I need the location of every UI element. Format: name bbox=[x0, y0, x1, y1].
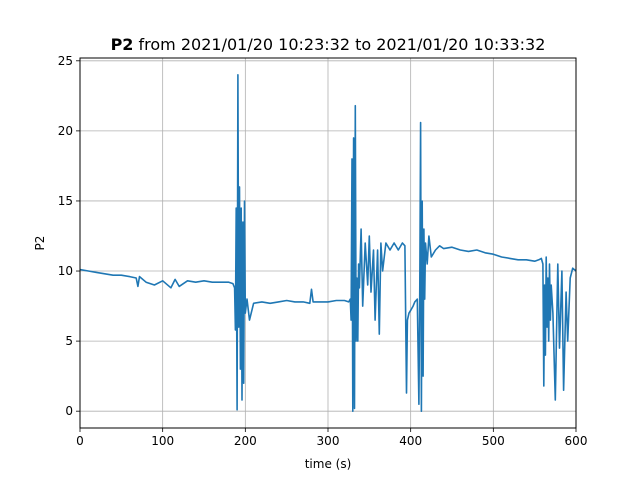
x-tick-label: 200 bbox=[234, 434, 257, 448]
y-tick-label: 25 bbox=[58, 54, 73, 68]
y-axis: 0 5 10 15 20 25 bbox=[58, 54, 80, 418]
x-axis: 0 100 200 300 400 500 600 bbox=[76, 428, 587, 448]
y-tick-label: 0 bbox=[65, 404, 73, 418]
y-tick-label: 15 bbox=[58, 194, 73, 208]
chart-title-rest: from 2021/01/20 10:23:32 to 2021/01/20 1… bbox=[133, 35, 545, 54]
x-tick-label: 600 bbox=[565, 434, 588, 448]
y-axis-label: P2 bbox=[33, 236, 47, 251]
data-series bbox=[79, 74, 577, 413]
x-tick-label: 300 bbox=[317, 434, 340, 448]
x-tick-label: 100 bbox=[151, 434, 174, 448]
grid-lines bbox=[79, 58, 577, 428]
chart-title: P2 from 2021/01/20 10:23:32 to 2021/01/2… bbox=[111, 35, 546, 54]
series-line bbox=[79, 74, 577, 413]
x-axis-label: time (s) bbox=[305, 457, 352, 471]
chart-title-bold: P2 bbox=[111, 35, 134, 54]
x-tick-label: 500 bbox=[482, 434, 505, 448]
y-tick-label: 20 bbox=[58, 124, 73, 138]
y-tick-label: 10 bbox=[58, 264, 73, 278]
x-tick-label: 0 bbox=[76, 434, 84, 448]
x-tick-label: 400 bbox=[399, 434, 422, 448]
y-tick-label: 5 bbox=[65, 334, 73, 348]
